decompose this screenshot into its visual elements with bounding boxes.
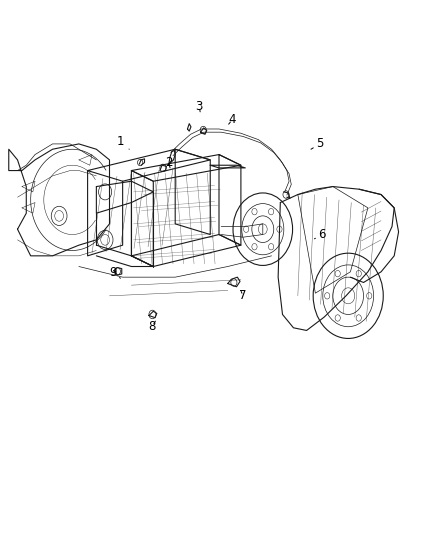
Text: 3: 3: [196, 100, 203, 113]
Text: 5: 5: [311, 138, 323, 150]
Text: 8: 8: [149, 320, 156, 333]
Text: 1: 1: [117, 135, 129, 149]
Text: 2: 2: [165, 156, 173, 169]
Text: 7: 7: [239, 289, 247, 302]
Text: 6: 6: [314, 228, 326, 241]
Text: 4: 4: [228, 114, 236, 126]
Text: 9: 9: [109, 266, 120, 279]
